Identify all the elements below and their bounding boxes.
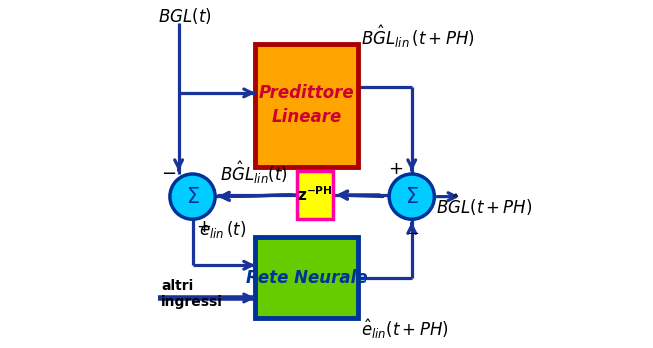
Text: $\hat{e}_{lin}(t+PH)$: $\hat{e}_{lin}(t+PH)$ bbox=[361, 317, 449, 341]
Text: Rete Neurale: Rete Neurale bbox=[246, 269, 367, 286]
Text: Predittore
Lineare: Predittore Lineare bbox=[259, 85, 355, 126]
FancyBboxPatch shape bbox=[255, 237, 358, 318]
Text: $\Sigma$: $\Sigma$ bbox=[405, 187, 419, 207]
FancyBboxPatch shape bbox=[297, 171, 334, 219]
Text: $BGL(t)$: $BGL(t)$ bbox=[158, 6, 212, 26]
Circle shape bbox=[170, 174, 215, 219]
Text: $-$: $-$ bbox=[161, 163, 176, 181]
Text: $-$: $-$ bbox=[406, 224, 419, 239]
Text: altri
ingressi: altri ingressi bbox=[161, 279, 223, 309]
Text: $\Sigma$: $\Sigma$ bbox=[185, 187, 199, 207]
FancyBboxPatch shape bbox=[255, 44, 358, 167]
Text: $B\hat{G}L(t+PH)$: $B\hat{G}L(t+PH)$ bbox=[436, 192, 533, 218]
Text: $B\hat{G}L_{lin}(t)$: $B\hat{G}L_{lin}(t)$ bbox=[220, 159, 289, 185]
Text: $+$: $+$ bbox=[197, 218, 212, 236]
Text: $+$: $+$ bbox=[388, 160, 403, 178]
Text: $B\hat{G}L_{lin}\,(t+PH)$: $B\hat{G}L_{lin}\,(t+PH)$ bbox=[361, 23, 475, 50]
Circle shape bbox=[389, 174, 434, 219]
Text: $\mathbf{z^{-PH}}$: $\mathbf{z^{-PH}}$ bbox=[297, 185, 333, 204]
Text: $e_{lin}\,(t)$: $e_{lin}\,(t)$ bbox=[199, 219, 247, 240]
